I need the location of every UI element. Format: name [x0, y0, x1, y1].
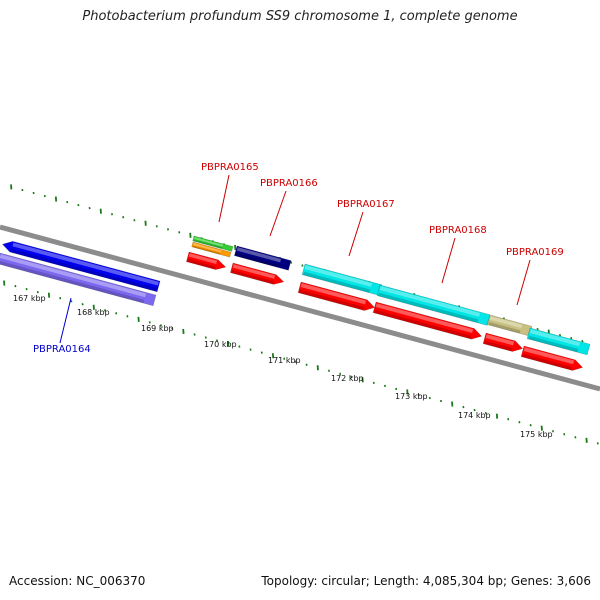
feature-track — [0, 235, 591, 371]
genome-stats-text: Topology: circular; Length: 4,085,304 bp… — [261, 574, 591, 588]
map-title: Photobacterium profundum SS9 chromosome … — [82, 9, 518, 24]
cds-red — [372, 301, 483, 340]
gene-label[interactable]: PBPRA0168 — [429, 225, 487, 236]
scale-label: 168 kbp — [77, 308, 110, 317]
gene-leader-line — [348, 211, 364, 257]
gene-label[interactable]: PBPRA0165 — [201, 162, 259, 173]
scale-label: 172 kbp — [331, 374, 364, 383]
cds-red — [186, 251, 227, 270]
cds-blue-reverse — [2, 241, 161, 293]
scale-label: 169 kbp — [141, 324, 174, 333]
gene-label[interactable]: PBPRA0167 — [337, 199, 395, 210]
khaki-feature — [487, 314, 533, 337]
gene-leader-line — [59, 297, 72, 344]
gene-label[interactable]: PBPRA0166 — [260, 178, 318, 189]
cds-purple-reverse — [0, 252, 157, 307]
gene-leader-line — [441, 237, 456, 284]
cds-red — [520, 345, 584, 371]
scale-labels: 167 kbp 168 kbp 169 kbp 170 kbp 171 kbp 172 k… — [13, 294, 553, 439]
gene-label[interactable]: PBPRA0164 — [33, 344, 91, 355]
orange-feature — [191, 241, 232, 258]
genome-backbone — [0, 224, 600, 392]
scale-label: 170 kbp — [204, 340, 237, 349]
green-feature — [192, 235, 234, 252]
accession-text: Accession: NC_006370 — [9, 574, 146, 588]
scale-label: 174 kbp — [458, 411, 491, 420]
gene-leader-line — [516, 259, 531, 306]
cds-navy — [234, 245, 292, 271]
inner-tick-ring — [3, 280, 599, 445]
cds-red — [230, 262, 285, 285]
scale-label: 175 kbp — [520, 430, 553, 439]
cds-red — [297, 281, 376, 311]
scale-label: 171 kbp — [268, 356, 301, 365]
scale-label: 173 kbp — [395, 392, 428, 401]
gene-leader-line — [269, 190, 287, 237]
gene-label[interactable]: PBPRA0169 — [506, 247, 564, 258]
cds-cyan — [376, 284, 491, 326]
scale-label: 167 kbp — [13, 294, 46, 303]
cds-cyan — [526, 327, 591, 356]
gene-leader-line — [218, 174, 230, 223]
cds-red — [482, 332, 524, 352]
